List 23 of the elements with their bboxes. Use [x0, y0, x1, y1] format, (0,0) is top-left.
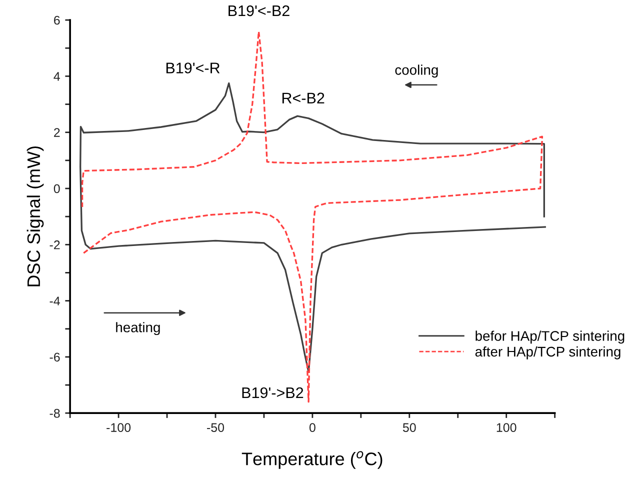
y-axis-title: DSC Signal (mW): [26, 146, 44, 286]
y-tick-label: 4: [54, 72, 60, 81]
legend-label: after HAp/TCP sintering: [475, 346, 620, 360]
x-tick-label: -100: [106, 423, 131, 432]
x-tick-label: 100: [496, 423, 516, 432]
legend-label: befor HAp/TCP sintering: [476, 330, 624, 344]
x-tick-label: 0: [309, 423, 316, 432]
annotation: B19'->B2: [242, 387, 304, 398]
annotation: B19'<-R: [166, 62, 220, 74]
y-tick-label: -2: [50, 240, 60, 250]
annotation: B19'<-B2: [228, 5, 290, 16]
annotation: R<-B2: [282, 92, 324, 104]
y-tick-label: 2: [54, 128, 60, 137]
x-axis-title: Temperature ($^{o}$C): [242, 451, 382, 469]
y-tick-label: 0: [54, 184, 60, 194]
y-tick-label: -4: [50, 296, 60, 306]
x-tick-label: 50: [402, 423, 416, 432]
x-tick-label: -50: [207, 423, 224, 432]
annotation: cooling: [395, 64, 438, 78]
annotation: heating: [116, 322, 160, 336]
y-tick-label: 6: [54, 16, 60, 25]
y-tick-label: -8: [50, 408, 60, 418]
y-tick-label: -6: [50, 352, 60, 362]
